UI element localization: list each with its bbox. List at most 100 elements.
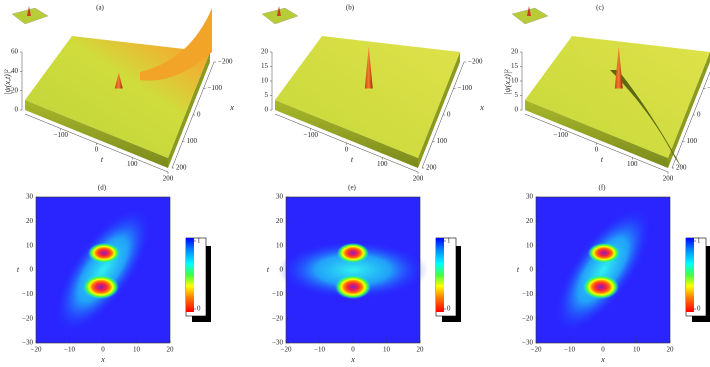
x-tick-label: 0 bbox=[197, 111, 201, 119]
surface-side bbox=[168, 52, 210, 168]
blob bbox=[588, 243, 620, 263]
x-tick-label: 200 bbox=[176, 164, 187, 172]
t-tick-label: 200 bbox=[413, 175, 424, 183]
t-tick-label: 0 bbox=[95, 146, 99, 154]
y-tick-label: 30 bbox=[26, 193, 34, 201]
z-axis-label: |ψ(x,t)|² bbox=[503, 69, 512, 94]
x-tick-label: −20 bbox=[531, 346, 542, 354]
y-tick-label: −10 bbox=[522, 290, 533, 298]
y-axis-label: t bbox=[267, 265, 270, 274]
x-axis-label: x bbox=[600, 355, 605, 364]
x-tick-label: 200 bbox=[676, 164, 687, 172]
halo bbox=[553, 206, 653, 334]
x-tick-label: −200 bbox=[218, 58, 233, 66]
x-tick-label: 10 bbox=[133, 346, 141, 354]
t-tick-label: −100 bbox=[54, 131, 69, 139]
surface-side bbox=[418, 52, 460, 168]
x-tick-label: 100 bbox=[687, 137, 698, 145]
z-tick-label: 0 bbox=[265, 106, 269, 114]
y-tick-label: 30 bbox=[526, 193, 534, 201]
t-tick-label: 200 bbox=[163, 175, 174, 183]
y-tick-label: 30 bbox=[276, 193, 284, 201]
z-tick-label: 10 bbox=[261, 77, 269, 85]
y-tick-label: 0 bbox=[530, 266, 534, 274]
x-tick-label: −10 bbox=[564, 346, 575, 354]
x-axis-label: x bbox=[100, 355, 105, 364]
y-tick-label: −20 bbox=[272, 314, 283, 322]
t-tick-label: 200 bbox=[663, 175, 674, 183]
halo bbox=[53, 206, 153, 334]
colorbar-shadow bbox=[192, 316, 211, 322]
inset-peak bbox=[527, 6, 531, 16]
y-tick-label: 10 bbox=[26, 241, 34, 249]
colorbar-shadow bbox=[456, 246, 461, 322]
y-tick-label: −30 bbox=[22, 339, 33, 347]
colorbar bbox=[436, 238, 444, 312]
inset-peak bbox=[277, 6, 281, 16]
surface-side bbox=[668, 52, 710, 168]
surface-peak bbox=[614, 46, 623, 89]
blob bbox=[337, 243, 369, 263]
y-tick-label: −30 bbox=[272, 339, 283, 347]
z-tick-label: 5 bbox=[515, 91, 519, 99]
y-tick-label: 20 bbox=[26, 217, 34, 225]
colorbar-tick-label: 0 bbox=[697, 305, 701, 313]
z-tick-label: 20 bbox=[511, 48, 519, 56]
panel-label: (d) bbox=[98, 184, 107, 192]
z-tick-label: 20 bbox=[11, 86, 19, 94]
surface-side bbox=[525, 100, 668, 168]
z-tick-label: 0 bbox=[515, 106, 519, 114]
t-tick-label: −100 bbox=[554, 131, 569, 139]
x-axis-label: x bbox=[350, 355, 355, 364]
y-tick-label: −10 bbox=[272, 290, 283, 298]
x-axis-label: x bbox=[229, 103, 234, 112]
t-tick-label: 100 bbox=[377, 160, 388, 168]
x-tick-label: −200 bbox=[468, 58, 483, 66]
t-tick-label: 0 bbox=[345, 146, 349, 154]
t-tick-label: 0 bbox=[595, 146, 599, 154]
x-tick-label: 0 bbox=[351, 346, 355, 354]
x-tick-label: 10 bbox=[633, 346, 641, 354]
x-tick-label: 200 bbox=[426, 164, 437, 172]
z-axis-label: |ψ(x,t)|² bbox=[3, 69, 12, 94]
colorbar-shadow bbox=[706, 246, 710, 322]
blob bbox=[583, 275, 619, 299]
panel-label: (e) bbox=[348, 184, 356, 192]
y-tick-label: −20 bbox=[522, 314, 533, 322]
colorbar-tick-label: 0 bbox=[447, 305, 451, 313]
x-tick-label: 0 bbox=[697, 111, 701, 119]
z-tick-label: 40 bbox=[11, 67, 19, 75]
x-tick-label: −100 bbox=[208, 84, 223, 92]
x-tick-label: 100 bbox=[437, 137, 448, 145]
x-tick-label: 100 bbox=[187, 137, 198, 145]
y-tick-label: 10 bbox=[526, 241, 534, 249]
colorbar-tick-label: 1 bbox=[447, 237, 451, 245]
x-tick-label: −100 bbox=[458, 84, 473, 92]
colorbar-tick-label: 1 bbox=[697, 237, 701, 245]
x-tick-label: 10 bbox=[383, 346, 391, 354]
x-tick-label: 20 bbox=[667, 346, 675, 354]
y-tick-label: −20 bbox=[22, 314, 33, 322]
t-axis-label: t bbox=[351, 155, 354, 164]
y-tick-label: −30 bbox=[522, 339, 533, 347]
panel-label: (f) bbox=[599, 184, 607, 192]
x-tick-label: −10 bbox=[314, 346, 325, 354]
colorbar-shadow bbox=[442, 316, 461, 322]
z-tick-label: 15 bbox=[261, 62, 269, 70]
y-tick-label: −10 bbox=[22, 290, 33, 298]
y-tick-label: 20 bbox=[276, 217, 284, 225]
inset-peak bbox=[27, 6, 31, 16]
x-tick-label: −20 bbox=[31, 346, 42, 354]
panel-label: (a) bbox=[96, 4, 104, 12]
surface-side bbox=[25, 100, 168, 168]
x-tick-label: 20 bbox=[167, 346, 175, 354]
t-tick-label: 100 bbox=[127, 160, 138, 168]
x-tick-label: 0 bbox=[101, 346, 105, 354]
y-tick-label: 10 bbox=[276, 241, 284, 249]
panel-label: (b) bbox=[346, 4, 355, 12]
surface-peak bbox=[114, 72, 123, 89]
x-tick-label: −100 bbox=[708, 84, 710, 92]
t-tick-label: 100 bbox=[627, 160, 638, 168]
surface-side bbox=[275, 100, 418, 168]
